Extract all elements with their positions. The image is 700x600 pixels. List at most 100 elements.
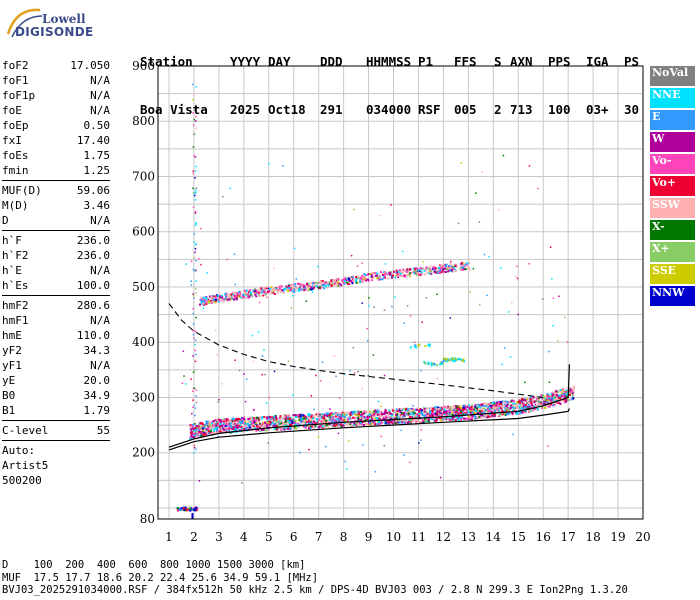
- echo-point: [449, 413, 452, 415]
- echo-point: [357, 410, 359, 413]
- echo-point: [395, 416, 398, 419]
- echo-point: [305, 289, 308, 292]
- echo-point: [524, 411, 527, 414]
- x-tick-label: 3: [215, 530, 223, 544]
- echo-point: [445, 418, 448, 421]
- echo-point: [323, 414, 326, 417]
- echo-point: [225, 423, 228, 426]
- echo-point: [515, 402, 518, 405]
- echo-point: [524, 405, 526, 408]
- param-value: 0.50: [83, 119, 111, 132]
- profile-upper-curve: [168, 364, 570, 448]
- echo-point: [202, 426, 205, 429]
- echo-point: [349, 413, 352, 416]
- echo-point: [443, 405, 446, 408]
- echo-point: [192, 187, 194, 190]
- param-name: M(D): [2, 199, 29, 212]
- echo-point: [403, 454, 405, 456]
- echo-point: [297, 426, 300, 429]
- param-b1: B1 1.79: [2, 403, 110, 418]
- echo-point: [195, 191, 197, 193]
- echo-point: [445, 406, 448, 409]
- echo-point: [402, 268, 405, 271]
- echo-point: [480, 414, 483, 417]
- echo-point: [409, 419, 412, 421]
- echo-point: [525, 409, 528, 412]
- echo-point: [366, 340, 369, 342]
- muf-row: MUF 17.5 17.7 18.6 20.2 22.4 25.6 34.9 5…: [2, 571, 319, 584]
- echo-point: [406, 274, 409, 277]
- echo-point: [441, 414, 443, 417]
- echo-point: [456, 265, 459, 268]
- echo-point: [245, 424, 248, 427]
- echo-point: [256, 425, 259, 428]
- echo-point: [373, 412, 376, 415]
- echo-point: [258, 429, 261, 432]
- echo-point: [176, 507, 179, 510]
- echo-point: [320, 415, 323, 418]
- echo-point: [353, 423, 355, 426]
- echo-point: [202, 433, 205, 435]
- echo-point: [549, 403, 552, 406]
- echo-point: [194, 189, 197, 191]
- echo-point: [417, 421, 420, 424]
- echo-point: [194, 509, 197, 512]
- echo-point: [298, 451, 301, 454]
- echo-point: [261, 355, 264, 357]
- echo-point: [193, 124, 195, 126]
- echo-point: [440, 361, 443, 364]
- echo-point: [401, 408, 404, 411]
- echo-point: [294, 285, 297, 288]
- echo-point: [264, 291, 267, 294]
- echo-point: [487, 415, 490, 418]
- echo-point: [280, 428, 283, 431]
- echo-point: [411, 411, 414, 414]
- echo-point: [491, 409, 494, 412]
- echo-point: [451, 414, 454, 417]
- echo-point: [431, 410, 434, 413]
- echo-point: [395, 269, 398, 272]
- echo-point: [343, 413, 346, 416]
- echo-point: [257, 331, 260, 333]
- echo-point: [341, 281, 344, 284]
- echo-point: [373, 306, 375, 308]
- echo-point: [347, 423, 349, 425]
- echo-point: [360, 422, 362, 424]
- echo-point: [436, 412, 439, 415]
- echo-point: [320, 380, 322, 382]
- echo-point: [406, 268, 409, 271]
- echo-point: [376, 274, 378, 277]
- echo-point: [290, 288, 293, 291]
- echo-point: [258, 292, 261, 295]
- echo-point: [230, 420, 233, 422]
- echo-point: [377, 278, 380, 281]
- echo-point: [228, 298, 231, 301]
- echo-point: [280, 424, 283, 427]
- echo-point: [202, 429, 205, 432]
- echo-point: [363, 410, 366, 413]
- echo-point: [337, 432, 340, 435]
- param-name: D: [2, 214, 9, 227]
- echo-point: [200, 434, 203, 437]
- echo-point: [234, 423, 237, 426]
- echo-point: [251, 426, 254, 428]
- echo-point: [458, 415, 461, 418]
- echo-point: [554, 398, 557, 400]
- echo-point: [389, 272, 392, 275]
- echo-point: [437, 270, 440, 273]
- echo-point: [287, 289, 289, 292]
- echo-point: [238, 369, 241, 372]
- echo-point: [479, 406, 482, 409]
- x-tick-label: 20: [635, 530, 650, 544]
- echo-point: [333, 419, 336, 421]
- echo-point: [192, 390, 194, 393]
- echo-point: [260, 287, 263, 290]
- echo-point: [420, 409, 423, 412]
- echo-point: [438, 272, 441, 274]
- echo-point: [436, 415, 439, 417]
- echo-point: [469, 406, 472, 409]
- echo-point: [354, 420, 357, 422]
- echo-point: [356, 422, 358, 425]
- echo-point: [361, 262, 363, 264]
- echo-point: [278, 289, 281, 292]
